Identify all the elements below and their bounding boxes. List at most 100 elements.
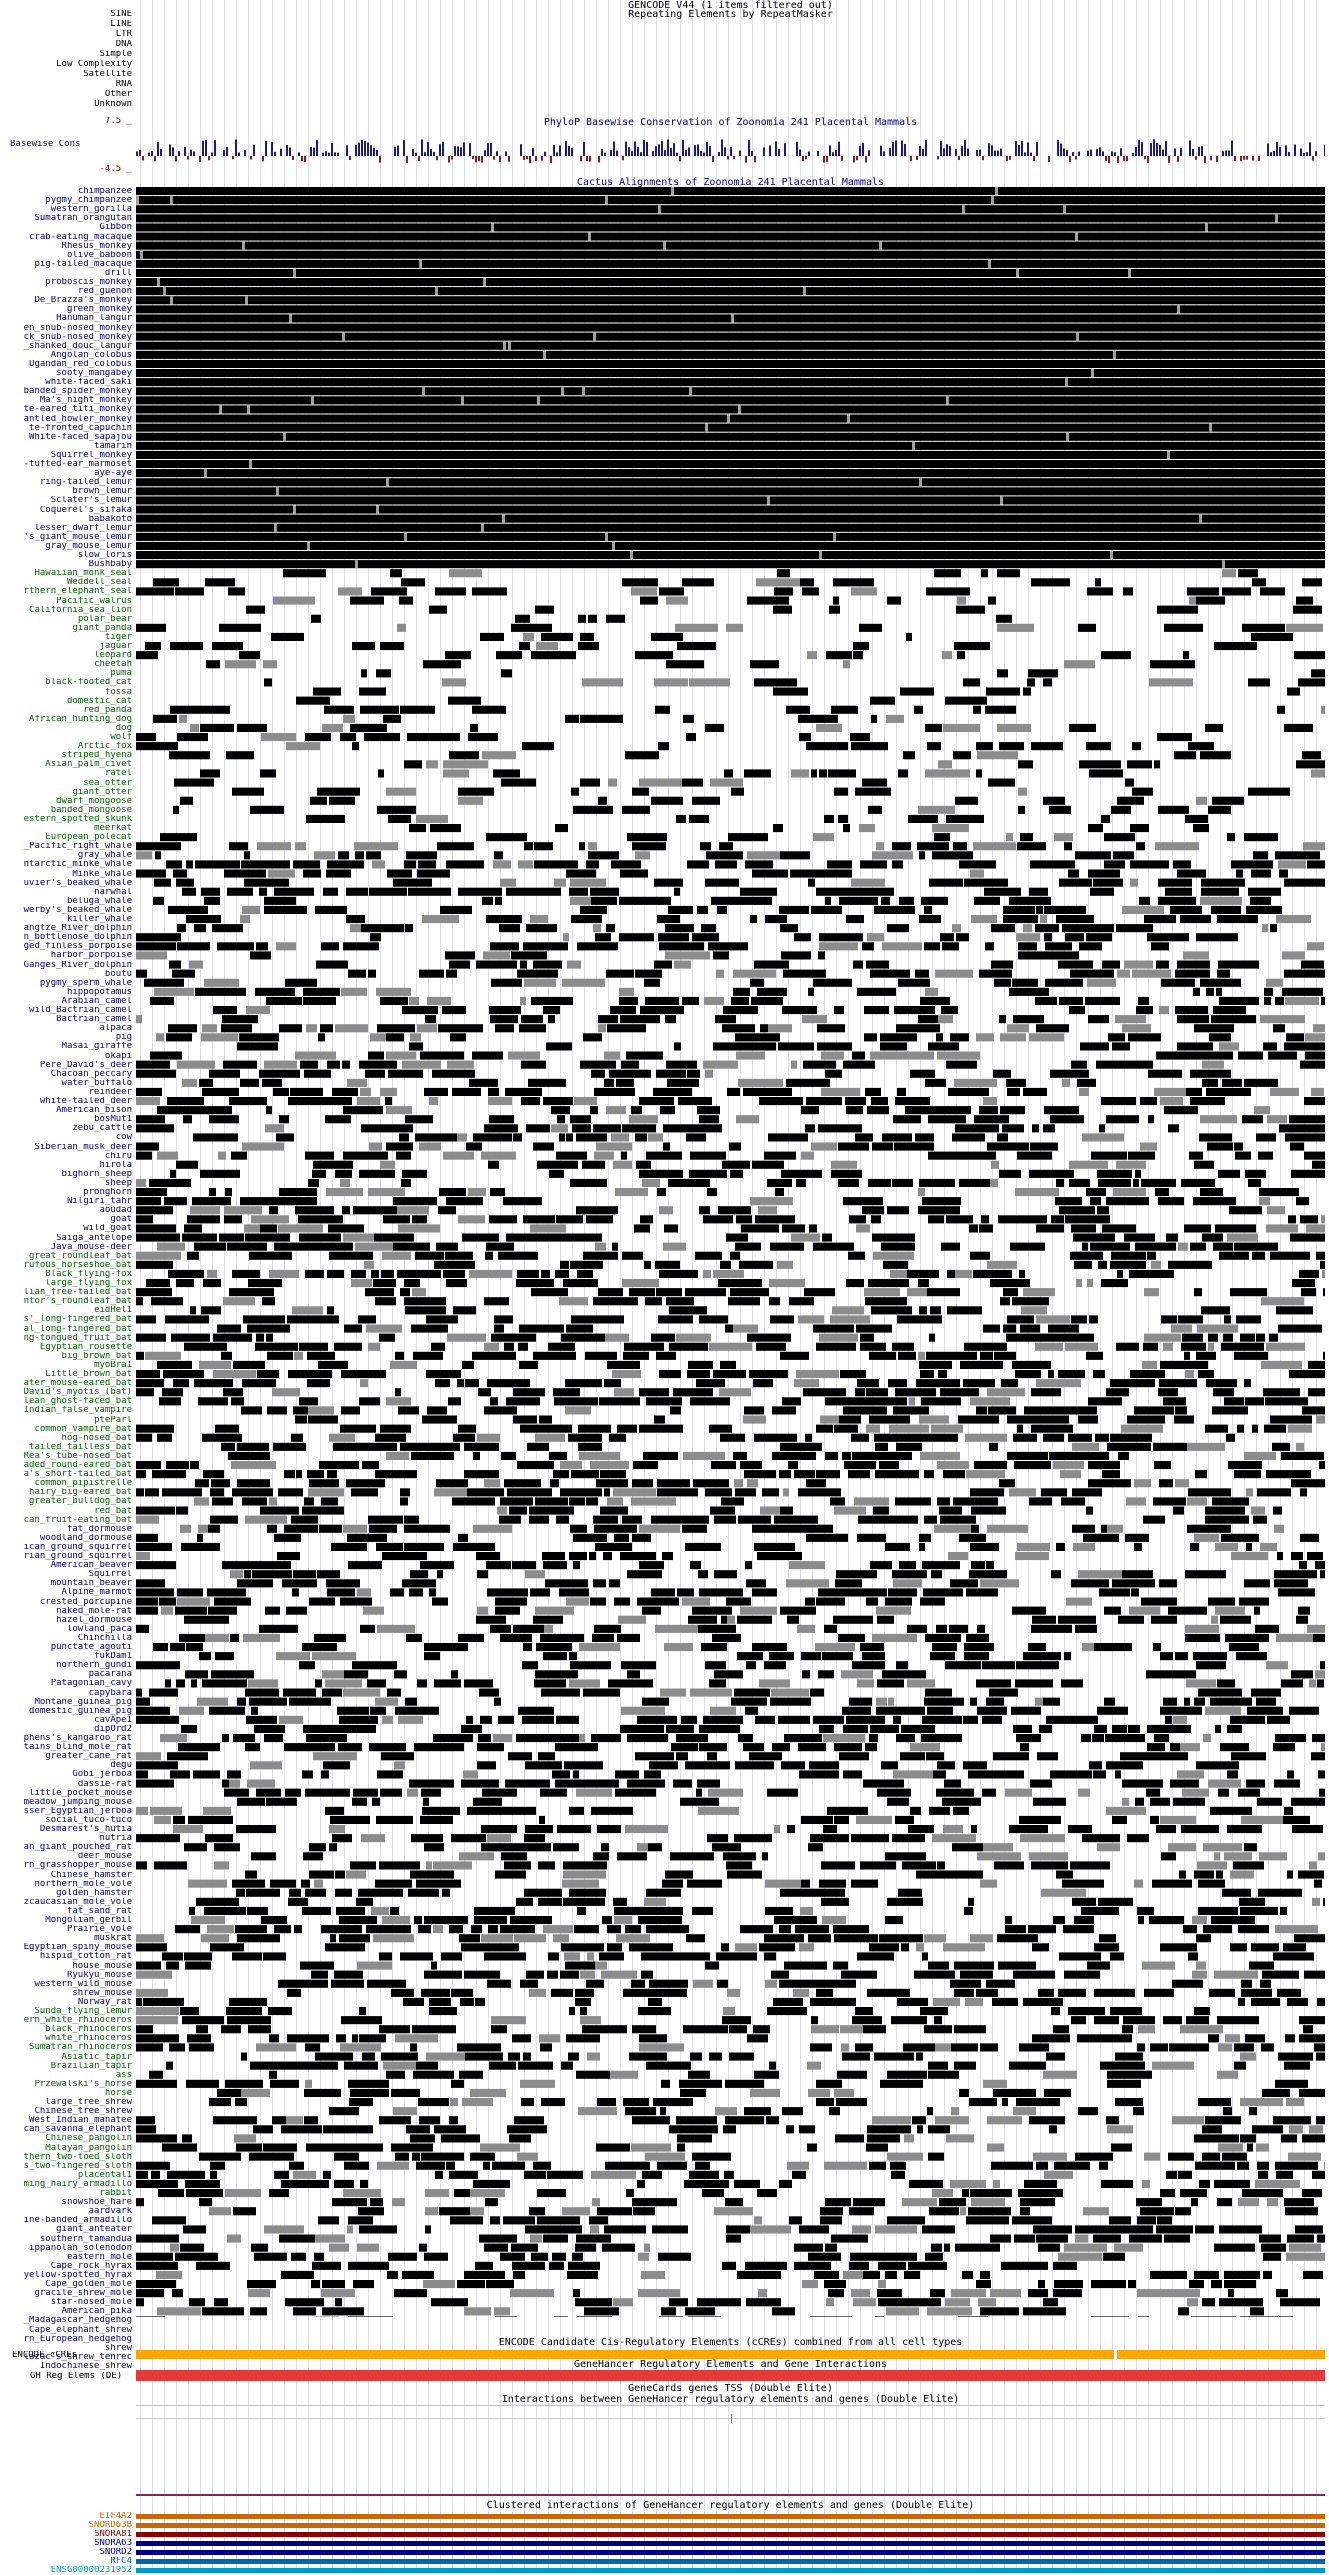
species-label[interactable]: wild_goat — [83, 1224, 132, 1233]
gene-feature-bar[interactable] — [136, 2559, 1325, 2564]
species-label[interactable]: shrew_mouse — [72, 1989, 132, 1998]
species-label[interactable]: eastern_mole — [66, 2253, 132, 2262]
species-label[interactable]: Arabian_camel — [61, 997, 132, 1006]
species-label[interactable]: American_beaver — [50, 1561, 132, 1570]
species-label[interactable]: tiger — [104, 633, 132, 642]
species-label[interactable]: Chacoan_peccary — [50, 1070, 132, 1079]
species-label[interactable]: Malayan_pangolin — [45, 2144, 132, 2153]
gene-feature-bar[interactable] — [136, 2532, 1325, 2537]
species-label[interactable]: _Madagascar_hedgehog — [23, 2316, 132, 2325]
gene-feature-bar[interactable] — [136, 2541, 1325, 2546]
species-label[interactable]: giant_anteater — [56, 2225, 132, 2234]
species-label[interactable]: ged_finless_porpoise — [23, 942, 132, 951]
species-label[interactable]: fukDam1 — [94, 1652, 132, 1661]
species-label[interactable]: sooty_mangabey — [56, 369, 132, 378]
species-label[interactable]: pygmy_sperm_whale — [39, 979, 132, 988]
species-label[interactable]: gracile_shrew_mole — [34, 2289, 132, 2298]
species-label[interactable]: gray_mouse_lemur — [45, 542, 132, 551]
gene-feature-bar[interactable] — [136, 2568, 1325, 2573]
species-label[interactable]: De_Brazza's_monkey — [34, 296, 132, 305]
species-label[interactable]: Hanuman_langur — [56, 314, 132, 323]
species-label[interactable]: crested_porcupine — [39, 1598, 132, 1607]
species-label[interactable]: tamarin — [94, 442, 132, 451]
species-label[interactable]: horse — [104, 2089, 132, 2098]
species-label[interactable]: European_polecat — [45, 833, 132, 842]
species-label[interactable]: Ganges_River_dolphin — [23, 961, 132, 970]
species-label[interactable]: black-footed_cat — [45, 678, 132, 687]
species-label[interactable]: rian_ground_squirrel — [23, 1552, 132, 1561]
species-label[interactable]: okapi — [104, 1052, 132, 1061]
species-label[interactable]: can_fruit-eating_bat — [23, 1516, 132, 1525]
genehancer-element-bar[interactable] — [136, 2370, 1325, 2381]
species-label[interactable]: proboscis_monkey — [45, 278, 132, 287]
species-label[interactable]: deer_mouse — [77, 1852, 132, 1861]
species-label[interactable]: ern_white_rhinoceros — [23, 2016, 132, 2025]
species-label[interactable]: Mongolian_gerbil — [45, 1916, 132, 1925]
species-label[interactable]: David's_myotis_(bat) — [23, 1388, 132, 1397]
species-label[interactable]: olive_baboon — [66, 251, 132, 260]
species-label[interactable]: American_pika — [61, 2307, 132, 2316]
species-label[interactable]: black_rhinoceros — [45, 2025, 132, 2034]
species-label[interactable]: banded_spider_monkey — [23, 387, 132, 396]
species-label[interactable]: ippanolan_solenodon — [29, 2244, 132, 2253]
species-label[interactable]: Black_flying-fox — [45, 1270, 132, 1279]
species-label[interactable]: zcaucasian_mole_vole — [23, 1898, 132, 1907]
species-label[interactable]: golden_hamster — [56, 1889, 132, 1898]
species-label[interactable]: aardvark — [88, 2207, 132, 2216]
species-label[interactable]: ntor's_roundleaf_bat — [23, 1297, 132, 1306]
gene-label[interactable]: SNORD63B — [88, 2521, 132, 2530]
species-label[interactable]: phens's_kangaroo_rat — [23, 1734, 132, 1743]
species-label[interactable]: aoudad — [99, 1206, 132, 1215]
species-label[interactable]: domestic_cat — [66, 697, 132, 706]
species-label[interactable]: killer_whale — [66, 915, 132, 924]
species-label[interactable]: Chinese_pangolin — [45, 2134, 132, 2143]
species-label[interactable]: Minke_whale — [72, 870, 132, 879]
species-label[interactable]: yellow-spotted_hyrax — [23, 2271, 132, 2280]
species-label[interactable]: mountain_beaver — [50, 1579, 132, 1588]
species-label[interactable]: estern_spotted_skunk — [23, 815, 132, 824]
species-label[interactable]: ratel — [104, 769, 132, 778]
species-label[interactable]: te-eared_titi_monkey — [23, 405, 132, 414]
species-label[interactable]: zebu_cattle — [72, 1124, 132, 1133]
species-label[interactable]: common_vampire_bat — [34, 1425, 132, 1434]
species-label[interactable]: wild_Bactrian_camel — [29, 1006, 132, 1015]
species-label[interactable]: bosMut1 — [94, 1115, 132, 1124]
gene-feature-bar[interactable] — [136, 2550, 1325, 2555]
species-label[interactable]: hispid_cotton_rat — [39, 1952, 132, 1961]
species-label[interactable]: brown_lemur — [72, 487, 132, 496]
species-label[interactable]: sser_Egyptian_jerboa — [23, 1807, 132, 1816]
species-label[interactable]: a's_short-tailed_bat — [23, 1470, 132, 1479]
gene-label[interactable]: SNORA81 — [94, 2530, 132, 2539]
species-label[interactable]: thern_two-toed_sloth — [23, 2153, 132, 2162]
species-label[interactable]: rthern_elephant_seal — [23, 587, 132, 596]
species-label[interactable]: beluga_whale — [66, 897, 132, 906]
species-label[interactable]: Egyptian_rousette — [39, 1343, 132, 1352]
species-label[interactable]: s'_long-fingered_bat — [23, 1315, 132, 1324]
species-label[interactable]: harbor_porpoise — [50, 951, 132, 960]
species-label[interactable]: Indochinese_shrew — [39, 2362, 132, 2371]
species-label[interactable]: large_flying_fox — [45, 1279, 132, 1288]
species-label[interactable]: Ryukyu_mouse — [66, 1971, 132, 1980]
species-label[interactable]: slow_loris — [77, 551, 132, 560]
species-label[interactable]: Gobi_jerboa — [72, 1770, 132, 1779]
species-label[interactable]: Chinese_hamster — [50, 1871, 132, 1880]
species-label[interactable]: Alpine_marmot — [61, 1588, 132, 1597]
gene-label[interactable]: EIF4A2 — [99, 2512, 132, 2521]
species-label[interactable]: common_pipistrelle — [34, 1479, 132, 1488]
species-label[interactable]: cheetah — [94, 660, 132, 669]
species-label[interactable]: northern_mole_vole — [34, 1880, 132, 1889]
species-label[interactable]: ming_hairy_armadillo — [23, 2180, 132, 2189]
species-label[interactable]: greater_bulldog_bat — [29, 1497, 132, 1506]
species-label[interactable]: drill — [104, 269, 132, 278]
species-label[interactable]: western_gorilla — [50, 205, 132, 214]
species-label[interactable]: aded_round-eared_bat — [23, 1461, 132, 1470]
gene-feature-bar[interactable] — [136, 2514, 1325, 2519]
species-label[interactable]: Desmarest's_hutia — [39, 1825, 132, 1834]
species-label[interactable]: -tufted-ear_marmoset — [23, 460, 132, 469]
genehancer-label[interactable]: GH Reg Elems (DE) — [30, 2372, 123, 2381]
species-label[interactable]: shrew — [104, 2344, 132, 2353]
species-label[interactable]: giant_panda — [72, 624, 132, 633]
species-label[interactable]: al_long-fingered_bat — [23, 1325, 132, 1334]
basewise-cons-label[interactable]: Basewise Cons — [10, 140, 81, 149]
species-label[interactable]: en_snub-nosed_monkey — [23, 324, 132, 333]
